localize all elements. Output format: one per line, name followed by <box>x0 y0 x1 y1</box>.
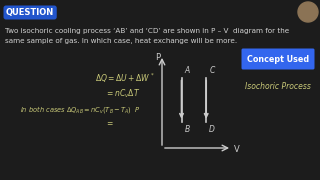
Text: $\Delta Q = \Delta U + \Delta W^*$: $\Delta Q = \Delta U + \Delta W^*$ <box>95 72 155 85</box>
Text: $= nC_v\Delta T$: $= nC_v\Delta T$ <box>105 88 140 100</box>
Text: QUESTION: QUESTION <box>6 8 54 17</box>
Text: P: P <box>156 53 161 62</box>
Text: In both cases $\Delta Q_{AB} = nC_v(T_B - T_A)$  P: In both cases $\Delta Q_{AB} = nC_v(T_B … <box>20 104 141 115</box>
Circle shape <box>298 2 318 22</box>
Text: V: V <box>234 145 240 154</box>
Text: A: A <box>185 66 190 75</box>
Text: Two isochoric cooling process ‘AB’ and ‘CD’ are shown in P – V  diagram for the: Two isochoric cooling process ‘AB’ and ‘… <box>5 28 289 34</box>
Text: B: B <box>185 125 190 134</box>
Text: Concept Used: Concept Used <box>247 55 309 64</box>
Text: D: D <box>209 125 215 134</box>
FancyBboxPatch shape <box>242 48 315 69</box>
Text: $=$: $=$ <box>105 118 114 127</box>
Text: Isochoric Process: Isochoric Process <box>245 82 311 91</box>
Text: C: C <box>209 66 215 75</box>
Text: same sample of gas. In which case, heat exchange will be more.: same sample of gas. In which case, heat … <box>5 38 237 44</box>
